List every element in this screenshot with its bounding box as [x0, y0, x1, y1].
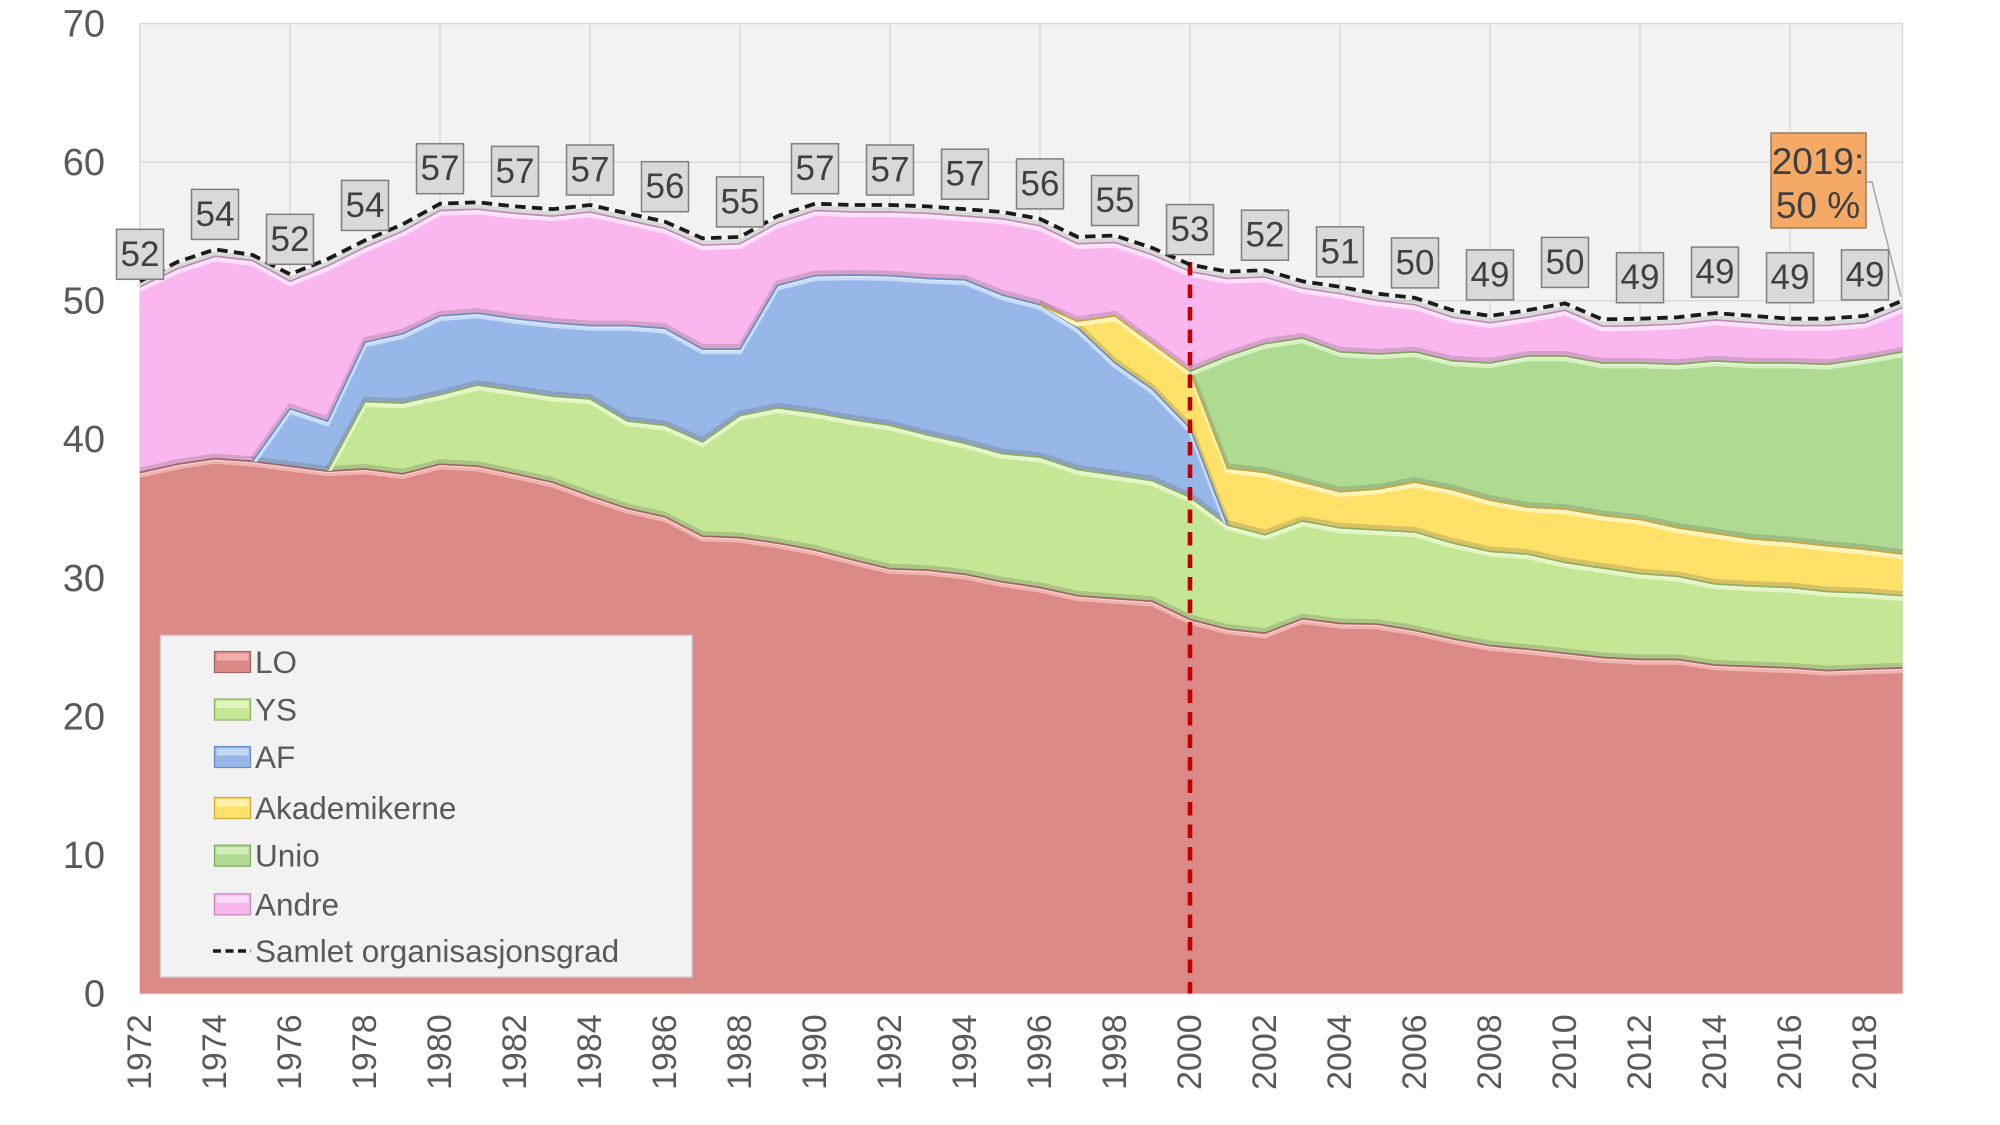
svg-text:55: 55	[721, 182, 760, 221]
svg-text:49: 49	[1621, 258, 1660, 297]
svg-text:56: 56	[1021, 164, 1060, 203]
svg-text:56: 56	[646, 167, 685, 206]
svg-text:2004: 2004	[1321, 1014, 1359, 1090]
svg-text:2014: 2014	[1696, 1014, 1734, 1090]
svg-text:2018: 2018	[1846, 1014, 1884, 1090]
svg-text:1988: 1988	[721, 1014, 759, 1090]
svg-text:1978: 1978	[346, 1014, 384, 1090]
svg-text:49: 49	[1696, 253, 1735, 292]
svg-text:55: 55	[1096, 181, 1135, 220]
svg-text:50: 50	[63, 281, 105, 323]
svg-text:2006: 2006	[1396, 1014, 1434, 1090]
svg-text:40: 40	[63, 419, 105, 461]
svg-text:50 %: 50 %	[1776, 185, 1860, 226]
svg-text:1976: 1976	[271, 1014, 309, 1090]
svg-text:1990: 1990	[796, 1014, 834, 1090]
svg-text:70: 70	[63, 4, 105, 46]
svg-text:Unio: Unio	[255, 838, 320, 874]
svg-text:1974: 1974	[196, 1014, 234, 1090]
svg-text:2019:: 2019:	[1772, 141, 1865, 182]
svg-text:10: 10	[63, 835, 105, 877]
svg-text:50: 50	[1546, 243, 1585, 282]
svg-text:52: 52	[121, 235, 160, 274]
svg-text:49: 49	[1471, 255, 1510, 294]
svg-text:1996: 1996	[1021, 1014, 1059, 1090]
svg-text:2000: 2000	[1171, 1014, 1209, 1090]
svg-text:2012: 2012	[1621, 1014, 1659, 1090]
svg-text:49: 49	[1846, 255, 1885, 294]
svg-text:1992: 1992	[871, 1014, 909, 1090]
svg-text:53: 53	[1171, 210, 1210, 249]
svg-text:52: 52	[271, 220, 310, 259]
svg-text:57: 57	[571, 151, 610, 190]
svg-text:Akademikerne: Akademikerne	[255, 790, 456, 826]
svg-text:54: 54	[346, 186, 385, 225]
svg-text:54: 54	[196, 195, 235, 234]
svg-text:1980: 1980	[421, 1014, 459, 1090]
svg-text:2008: 2008	[1471, 1014, 1509, 1090]
svg-text:30: 30	[63, 558, 105, 600]
svg-text:57: 57	[871, 151, 910, 190]
svg-text:52: 52	[1246, 216, 1285, 255]
svg-text:1998: 1998	[1096, 1014, 1134, 1090]
svg-text:1984: 1984	[571, 1014, 609, 1090]
svg-text:1986: 1986	[646, 1014, 684, 1090]
svg-text:2002: 2002	[1246, 1014, 1284, 1090]
svg-text:Andre: Andre	[255, 886, 339, 922]
svg-text:51: 51	[1321, 232, 1360, 271]
svg-text:57: 57	[796, 149, 835, 188]
svg-text:60: 60	[63, 142, 105, 184]
svg-text:AF: AF	[255, 739, 295, 775]
svg-text:1994: 1994	[946, 1014, 984, 1090]
svg-text:57: 57	[421, 149, 460, 188]
svg-text:2010: 2010	[1546, 1014, 1584, 1090]
svg-text:0: 0	[84, 974, 105, 1016]
svg-text:LO: LO	[255, 644, 297, 680]
svg-text:YS: YS	[255, 692, 297, 728]
svg-text:1982: 1982	[496, 1014, 534, 1090]
svg-text:50: 50	[1396, 243, 1435, 282]
svg-text:57: 57	[946, 155, 985, 194]
svg-text:1972: 1972	[121, 1014, 159, 1090]
svg-text:2016: 2016	[1771, 1014, 1809, 1090]
svg-text:20: 20	[63, 696, 105, 738]
svg-text:57: 57	[496, 152, 535, 191]
svg-text:Samlet organisasjonsgrad: Samlet organisasjonsgrad	[255, 933, 619, 969]
svg-text:49: 49	[1771, 258, 1810, 297]
